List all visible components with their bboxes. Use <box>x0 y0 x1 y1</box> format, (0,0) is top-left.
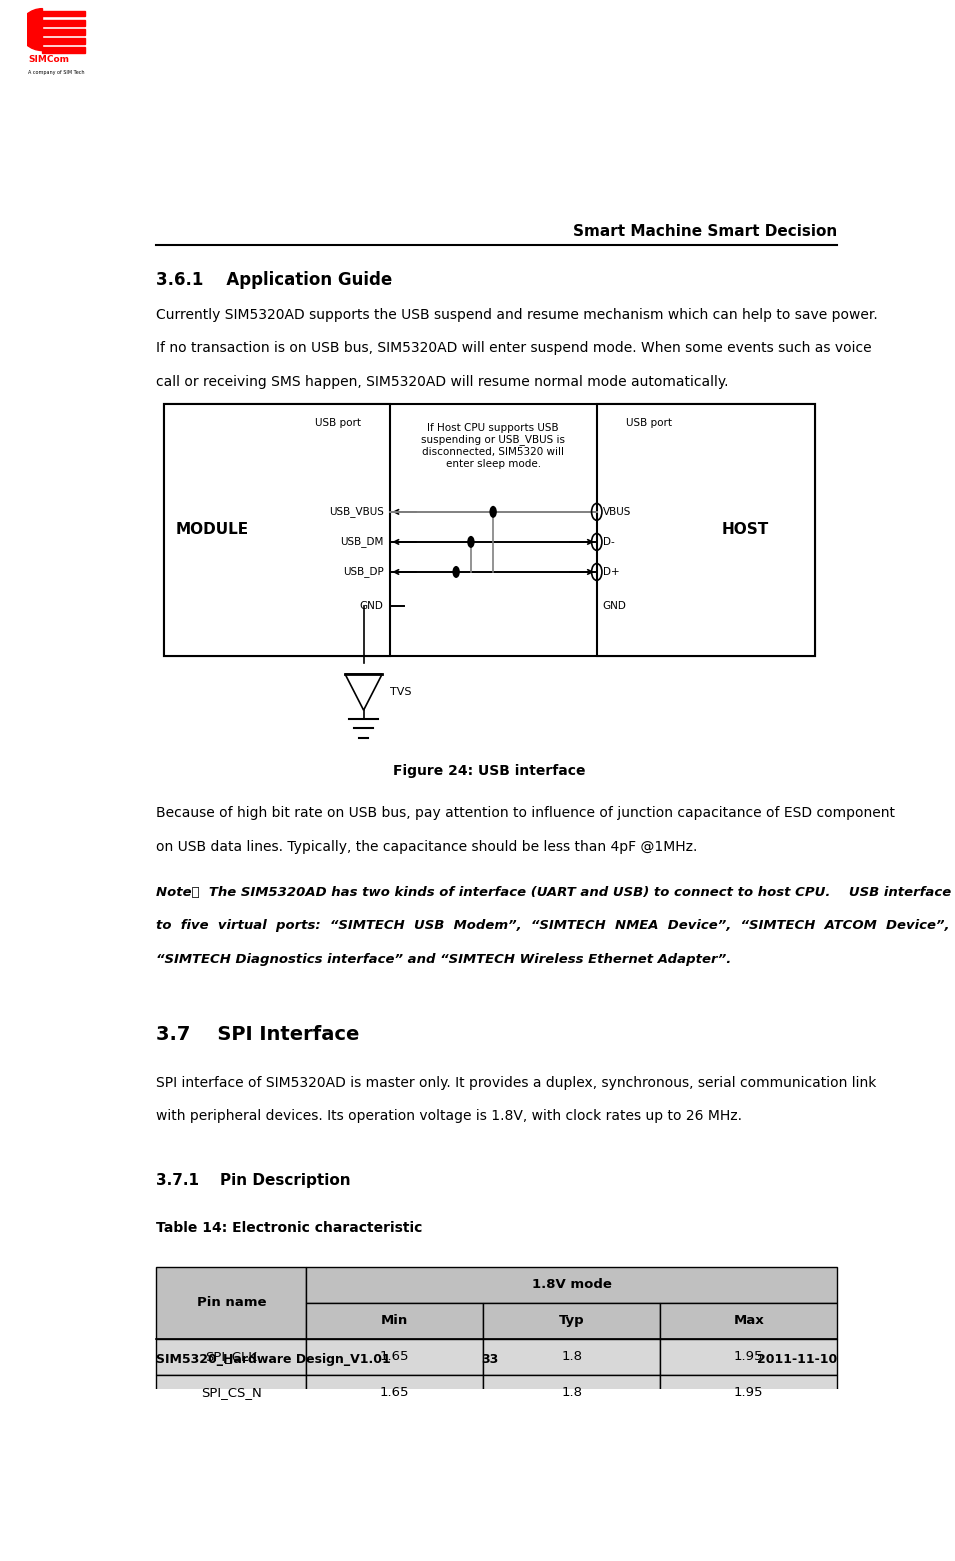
Bar <box>42 30 85 34</box>
Text: D-: D- <box>603 537 614 546</box>
Bar <box>42 20 85 25</box>
Text: GND: GND <box>603 601 626 610</box>
Bar <box>660 1303 838 1339</box>
Bar <box>307 1303 483 1339</box>
Polygon shape <box>345 674 382 710</box>
Text: Max: Max <box>733 1314 764 1327</box>
Bar <box>483 1303 660 1339</box>
Text: A company of SIM Tech: A company of SIM Tech <box>29 70 85 75</box>
Bar <box>42 11 85 17</box>
Text: SIM5320_Hardware Design_V1.01: SIM5320_Hardware Design_V1.01 <box>157 1353 392 1366</box>
Bar <box>307 1266 838 1303</box>
Text: SPI_CLK: SPI_CLK <box>205 1350 257 1363</box>
Text: Figure 24: USB interface: Figure 24: USB interface <box>393 765 585 779</box>
Bar <box>483 1339 660 1375</box>
Text: D+: D+ <box>603 567 619 578</box>
Text: USB port: USB port <box>626 418 671 428</box>
Text: USB port: USB port <box>315 418 361 428</box>
Bar <box>157 1339 307 1375</box>
Text: on USB data lines. Typically, the capacitance should be less than 4pF @1MHz.: on USB data lines. Typically, the capaci… <box>157 840 698 854</box>
Text: 1.8V mode: 1.8V mode <box>532 1278 611 1291</box>
Text: Table 14: Electronic characteristic: Table 14: Electronic characteristic <box>157 1221 423 1235</box>
Text: CONFIDENTIAL: CONFIDENTIAL <box>574 517 746 579</box>
Text: 2011-11-10: 2011-11-10 <box>757 1353 838 1366</box>
Text: 1.95: 1.95 <box>734 1386 764 1399</box>
Text: Because of high bit rate on USB bus, pay attention to influence of junction capa: Because of high bit rate on USB bus, pay… <box>157 807 896 821</box>
Text: USB_DP: USB_DP <box>343 567 384 578</box>
Text: “SIMTECH Diagnostics interface” and “SIMTECH Wireless Ethernet Adapter”.: “SIMTECH Diagnostics interface” and “SIM… <box>157 952 732 966</box>
Text: VBUS: VBUS <box>603 507 631 517</box>
Bar <box>164 404 390 656</box>
Text: If no transaction is on USB bus, SIM5320AD will enter suspend mode. When some ev: If no transaction is on USB bus, SIM5320… <box>157 342 872 356</box>
Bar <box>597 404 816 656</box>
Bar <box>42 37 85 44</box>
Text: TVS: TVS <box>390 687 411 698</box>
Text: SIMCom: SIMCom <box>29 55 69 64</box>
Text: GND: GND <box>360 601 384 610</box>
Circle shape <box>467 535 475 548</box>
Text: SPI_CS_N: SPI_CS_N <box>201 1386 262 1399</box>
Text: with peripheral devices. Its operation voltage is 1.8V, with clock rates up to 2: with peripheral devices. Its operation v… <box>157 1110 742 1124</box>
Text: 33: 33 <box>480 1353 499 1366</box>
Text: MODULE: MODULE <box>176 523 248 537</box>
Text: If Host CPU supports USB
suspending or USB_VBUS is
disconnected, SIM5320 will
en: If Host CPU supports USB suspending or U… <box>421 423 565 468</box>
Text: 3.6.1    Application Guide: 3.6.1 Application Guide <box>157 272 393 289</box>
Text: USB_VBUS: USB_VBUS <box>329 506 384 517</box>
Text: Smart Machine Smart Decision: Smart Machine Smart Decision <box>573 225 838 239</box>
Circle shape <box>453 567 460 578</box>
Bar <box>660 1375 838 1411</box>
Text: Pin name: Pin name <box>197 1296 266 1310</box>
Text: 3.7    SPI Interface: 3.7 SPI Interface <box>157 1026 360 1044</box>
Text: FILE: FILE <box>651 470 772 542</box>
Bar <box>164 404 816 656</box>
Text: SPI interface of SIM5320AD is master only. It provides a duplex, synchronous, se: SPI interface of SIM5320AD is master onl… <box>157 1076 877 1090</box>
Text: 1.65: 1.65 <box>380 1386 410 1399</box>
Text: USB_DM: USB_DM <box>340 537 384 548</box>
Bar <box>157 1375 307 1411</box>
Text: Typ: Typ <box>559 1314 584 1327</box>
Text: to  five  virtual  ports:  “SIMTECH  USB  Modem”,  “SIMTECH  NMEA  Device”,  “SI: to five virtual ports: “SIMTECH USB Mode… <box>157 919 950 932</box>
Text: 3.7.1    Pin Description: 3.7.1 Pin Description <box>157 1172 351 1188</box>
Bar <box>157 1266 307 1339</box>
Text: call or receiving SMS happen, SIM5320AD will resume normal mode automatically.: call or receiving SMS happen, SIM5320AD … <box>157 375 729 389</box>
Text: Min: Min <box>381 1314 409 1327</box>
Circle shape <box>489 506 497 518</box>
Bar <box>307 1339 483 1375</box>
Text: 1.65: 1.65 <box>380 1350 410 1363</box>
Text: 1.8: 1.8 <box>562 1350 583 1363</box>
Bar <box>307 1375 483 1411</box>
Bar <box>660 1339 838 1375</box>
Text: HOST: HOST <box>721 523 769 537</box>
Text: 1.8: 1.8 <box>562 1386 583 1399</box>
Wedge shape <box>19 9 42 50</box>
Text: Note：  The SIM5320AD has two kinds of interface (UART and USB) to connect to hos: Note： The SIM5320AD has two kinds of int… <box>157 885 955 899</box>
Bar <box>483 1375 660 1411</box>
Bar <box>42 47 85 53</box>
Text: Currently SIM5320AD supports the USB suspend and resume mechanism which can help: Currently SIM5320AD supports the USB sus… <box>157 308 879 322</box>
Text: 1.95: 1.95 <box>734 1350 764 1363</box>
